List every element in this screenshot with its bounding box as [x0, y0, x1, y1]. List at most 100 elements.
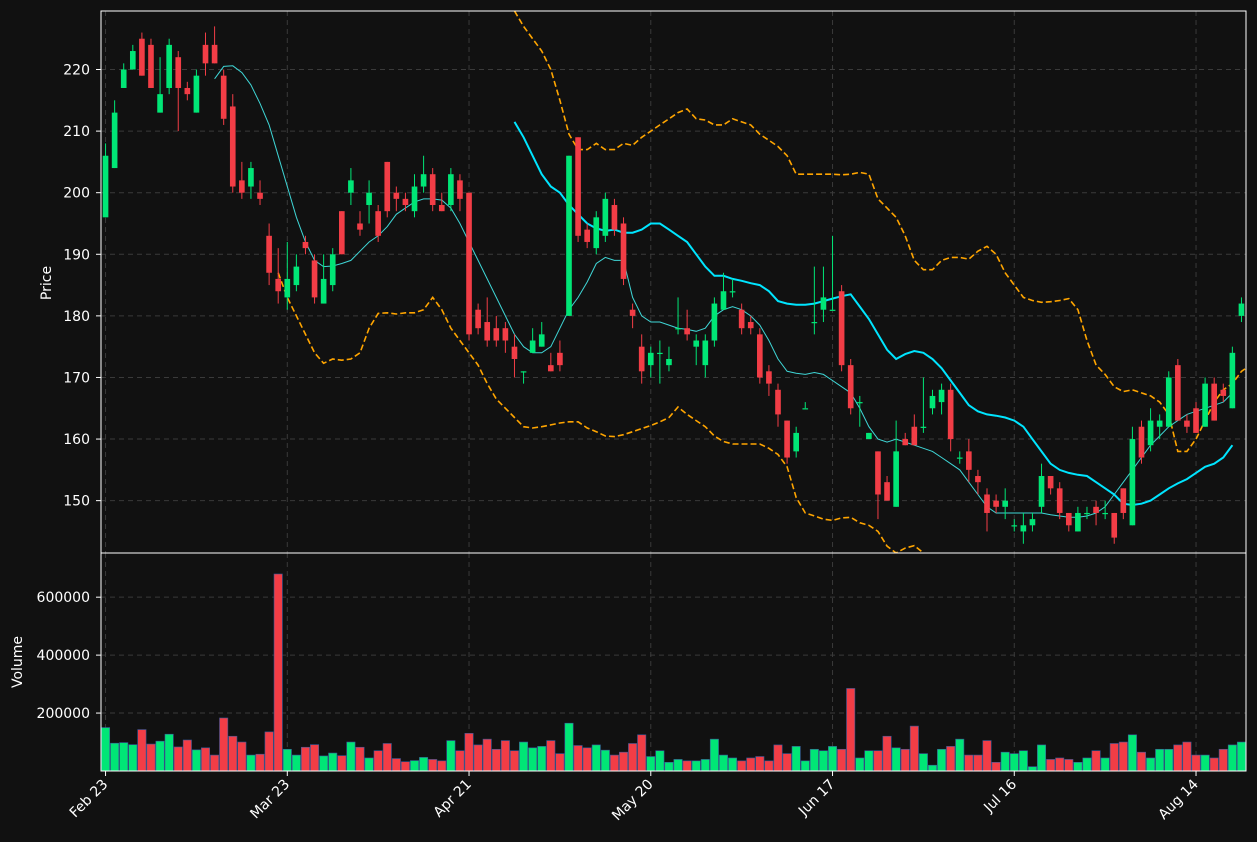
- volume-bar: [1146, 757, 1156, 772]
- volume-bar: [691, 760, 701, 772]
- candle-body: [175, 57, 182, 88]
- volume-bar: [982, 740, 992, 772]
- volume-bar: [1227, 744, 1237, 772]
- candle-body: [148, 44, 154, 88]
- candle-body: [1147, 420, 1154, 446]
- price-tick-label: 180: [63, 309, 90, 325]
- candle-body: [248, 168, 254, 187]
- candle-body: [711, 303, 718, 341]
- candle-body: [929, 395, 936, 409]
- candle-body: [348, 180, 354, 193]
- price-tick-label: 190: [63, 247, 90, 263]
- volume-bar: [746, 757, 756, 772]
- volume-bar: [655, 750, 665, 772]
- candle-body: [220, 75, 227, 119]
- candle-body: [284, 278, 291, 298]
- volume-bar: [1046, 759, 1056, 772]
- volume-bar: [818, 750, 828, 772]
- candle-body: [747, 322, 754, 329]
- candle-body: [366, 192, 372, 206]
- candle-body: [1084, 512, 1090, 515]
- candle-body: [1220, 389, 1227, 396]
- price-tick-label: 160: [63, 432, 90, 448]
- volume-bar: [400, 761, 410, 772]
- volume-bar: [855, 757, 865, 772]
- volume-bar: [709, 738, 719, 772]
- candle-body: [956, 457, 963, 459]
- candle-body: [166, 44, 172, 88]
- candle-body: [975, 476, 981, 483]
- candle-body: [593, 217, 600, 249]
- price-y-ticks: 150 160 170 180 190 200 210 220: [63, 63, 101, 510]
- candle-body: [548, 365, 554, 372]
- candle-body: [838, 291, 845, 366]
- candle-body: [938, 389, 945, 403]
- candle-body: [893, 451, 899, 507]
- volume-bar: [791, 746, 801, 772]
- volume-bar: [282, 748, 292, 772]
- candle-body: [475, 309, 481, 329]
- candle-body: [684, 328, 690, 335]
- candle-body: [139, 38, 145, 76]
- volume-bar: [128, 744, 138, 772]
- candle-body: [911, 426, 918, 446]
- candle-body: [111, 112, 118, 169]
- volume-bar: [391, 758, 401, 772]
- volume-bar: [718, 754, 728, 772]
- volume-bar: [1009, 753, 1019, 772]
- volume-bar: [382, 743, 392, 772]
- price-tick-label: 210: [63, 124, 90, 140]
- candle-body: [584, 229, 590, 242]
- candle-body: [1175, 365, 1181, 421]
- candle-body: [1202, 383, 1208, 427]
- candle-body: [239, 180, 245, 193]
- candle-body: [966, 451, 972, 470]
- candle-body: [1047, 476, 1054, 489]
- volume-bar: [1118, 741, 1128, 772]
- candle-body: [647, 352, 654, 366]
- volume-bar: [573, 745, 583, 772]
- volume-bar: [546, 740, 556, 772]
- candle-body: [538, 334, 545, 347]
- volume-bar: [591, 744, 601, 772]
- volume-bar: [437, 760, 447, 772]
- volume-bar: [937, 748, 947, 772]
- candle-body: [884, 482, 890, 501]
- volume-bar: [237, 741, 247, 772]
- candle-body: [866, 432, 872, 440]
- volume-bar: [600, 749, 610, 772]
- volume-bar: [428, 759, 438, 772]
- volume-tick-label: 400000: [37, 648, 90, 664]
- candle-body: [493, 328, 500, 341]
- candle-body: [566, 155, 572, 316]
- candle-body: [1065, 512, 1072, 526]
- volume-bar: [464, 733, 474, 772]
- candle-body: [984, 494, 990, 513]
- volume-bar: [300, 746, 310, 772]
- candle-body: [847, 365, 854, 409]
- volume-bar: [809, 748, 819, 772]
- volume-bar: [328, 752, 338, 772]
- volume-bar: [700, 759, 710, 772]
- candle-body: [120, 69, 127, 88]
- candle-body: [202, 44, 209, 64]
- volume-bar: [1137, 751, 1146, 772]
- volume-bar: [918, 753, 928, 772]
- volume-bar: [146, 743, 156, 772]
- price-tick-label: 200: [63, 186, 90, 202]
- candle-body: [320, 278, 327, 304]
- volume-bar: [500, 740, 510, 772]
- candle-body: [802, 408, 809, 410]
- candle-body: [1102, 512, 1108, 515]
- candle-body: [293, 266, 300, 286]
- candle-body: [484, 322, 491, 341]
- volume-bar: [446, 740, 456, 772]
- volume-bar: [291, 754, 301, 772]
- volume-bar: [1191, 754, 1201, 772]
- candle-body: [675, 328, 681, 330]
- volume-bar: [873, 750, 883, 772]
- volume-bar: [619, 751, 628, 772]
- candle-body: [102, 155, 109, 218]
- candle-body: [729, 291, 736, 293]
- volume-bar: [837, 748, 847, 772]
